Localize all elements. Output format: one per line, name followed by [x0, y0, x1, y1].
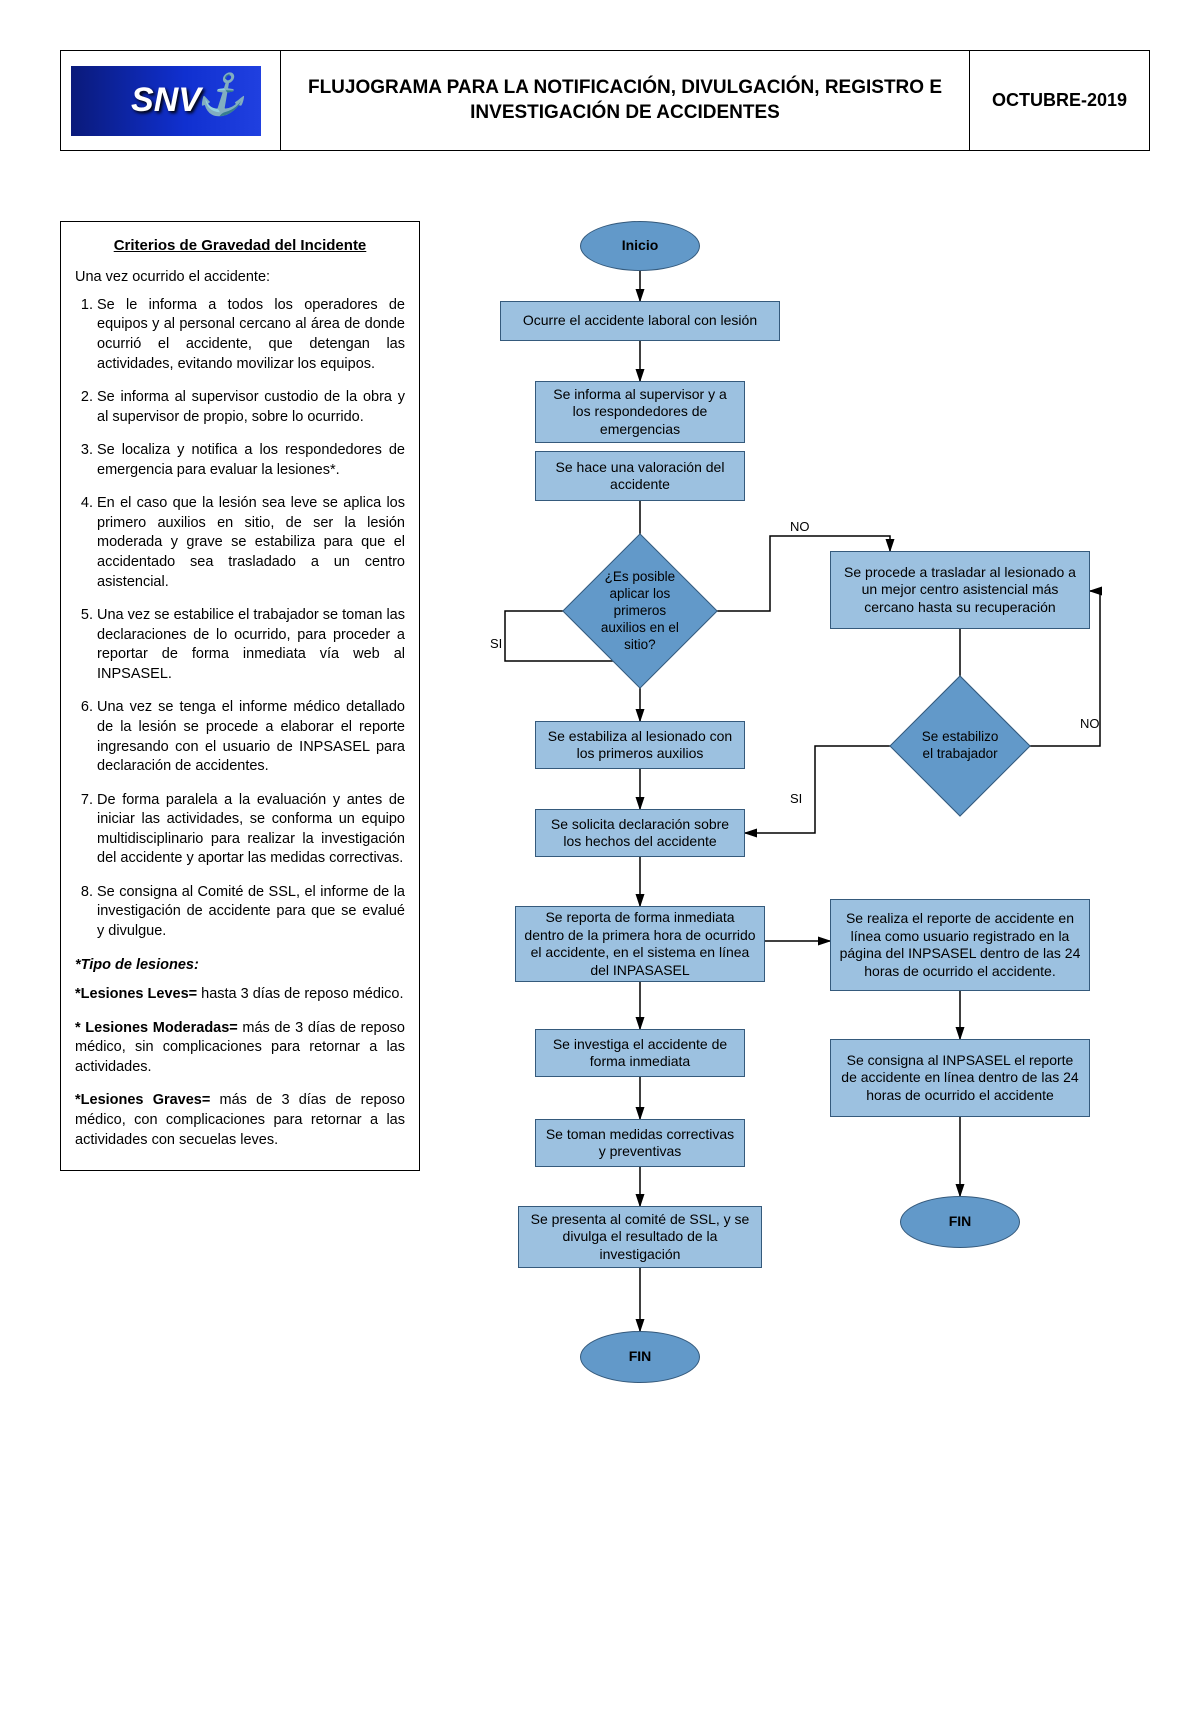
- header-table: SNV FLUJOGRAMA PARA LA NOTIFICACIÓN, DIV…: [60, 50, 1150, 151]
- flow-node-r3: Se consigna al INPSASEL el reporte de ac…: [830, 1039, 1090, 1117]
- flow-label-si2: SI: [790, 791, 802, 806]
- flow-node-d1: ¿Es posible aplicar los primeros auxilio…: [562, 533, 718, 689]
- flow-node-start: Inicio: [580, 221, 700, 271]
- flow-label-no2: NO: [1080, 716, 1100, 731]
- injury-type: *Lesiones Graves= más de 3 días de repos…: [75, 1091, 405, 1150]
- flow-node-n6: Se reporta de forma inmediata dentro de …: [515, 906, 765, 982]
- flow-node-n7: Se investiga el accidente de forma inmed…: [535, 1029, 745, 1077]
- injury-type: *Lesiones Leves= hasta 3 días de reposo …: [75, 985, 405, 1005]
- flow-node-d2: Se estabilizo el trabajador: [889, 675, 1030, 816]
- flow-node-n5: Se solicita declaración sobre los hechos…: [535, 809, 745, 857]
- flow-node-end2: FIN: [900, 1196, 1020, 1248]
- sidebar-heading: Criterios de Gravedad del Incidente: [75, 236, 405, 256]
- flow-node-r1: Se procede a trasladar al lesionado a un…: [830, 551, 1090, 629]
- flow-node-n2: Se informa al supervisor y a los respond…: [535, 381, 745, 443]
- list-item: De forma paralela a la evaluación y ante…: [97, 791, 405, 869]
- criteria-sidebar: Criterios de Gravedad del Incidente Una …: [60, 221, 420, 1171]
- flow-label-si1: SI: [490, 636, 502, 651]
- logo-cell: SNV: [61, 51, 281, 151]
- sidebar-intro: Una vez ocurrido el accidente:: [75, 268, 405, 288]
- flow-node-n9: Se presenta al comité de SSL, y se divul…: [518, 1206, 762, 1268]
- flow-node-n3: Se hace una valoración del accidente: [535, 451, 745, 501]
- flow-node-n4: Se estabiliza al lesionado con los prime…: [535, 721, 745, 769]
- list-item: Una vez se estabilice el trabajador se t…: [97, 606, 405, 684]
- list-item: Se le informa a todos los operadores de …: [97, 296, 405, 374]
- list-item: Se consigna al Comité de SSL, el informe…: [97, 883, 405, 942]
- header-date: OCTUBRE-2019: [970, 51, 1150, 151]
- list-item: Se informa al supervisor custodio de la …: [97, 388, 405, 427]
- injury-heading: *Tipo de lesiones:: [75, 956, 405, 976]
- flowchart: Inicio Ocurre el accidente laboral con le…: [440, 221, 1150, 1701]
- injury-type: * Lesiones Moderadas= más de 3 días de r…: [75, 1019, 405, 1078]
- logo: SNV: [71, 66, 261, 136]
- flow-node-end1: FIN: [580, 1331, 700, 1383]
- flow-label-no1: NO: [790, 519, 810, 534]
- flow-node-n1: Ocurre el accidente laboral con lesión: [500, 301, 780, 341]
- list-item: Una vez se tenga el informe médico detal…: [97, 698, 405, 776]
- flow-node-n8: Se toman medidas correctivas y preventiv…: [535, 1119, 745, 1167]
- list-item: Se localiza y notifica a los respondedor…: [97, 441, 405, 480]
- header-title: FLUJOGRAMA PARA LA NOTIFICACIÓN, DIVULGA…: [281, 51, 970, 151]
- list-item: En el caso que la lesión sea leve se apl…: [97, 494, 405, 592]
- criteria-list: Se le informa a todos los operadores de …: [75, 296, 405, 942]
- flow-edge-12: [745, 746, 909, 833]
- flow-node-r2: Se realiza el reporte de accidente en lí…: [830, 899, 1090, 991]
